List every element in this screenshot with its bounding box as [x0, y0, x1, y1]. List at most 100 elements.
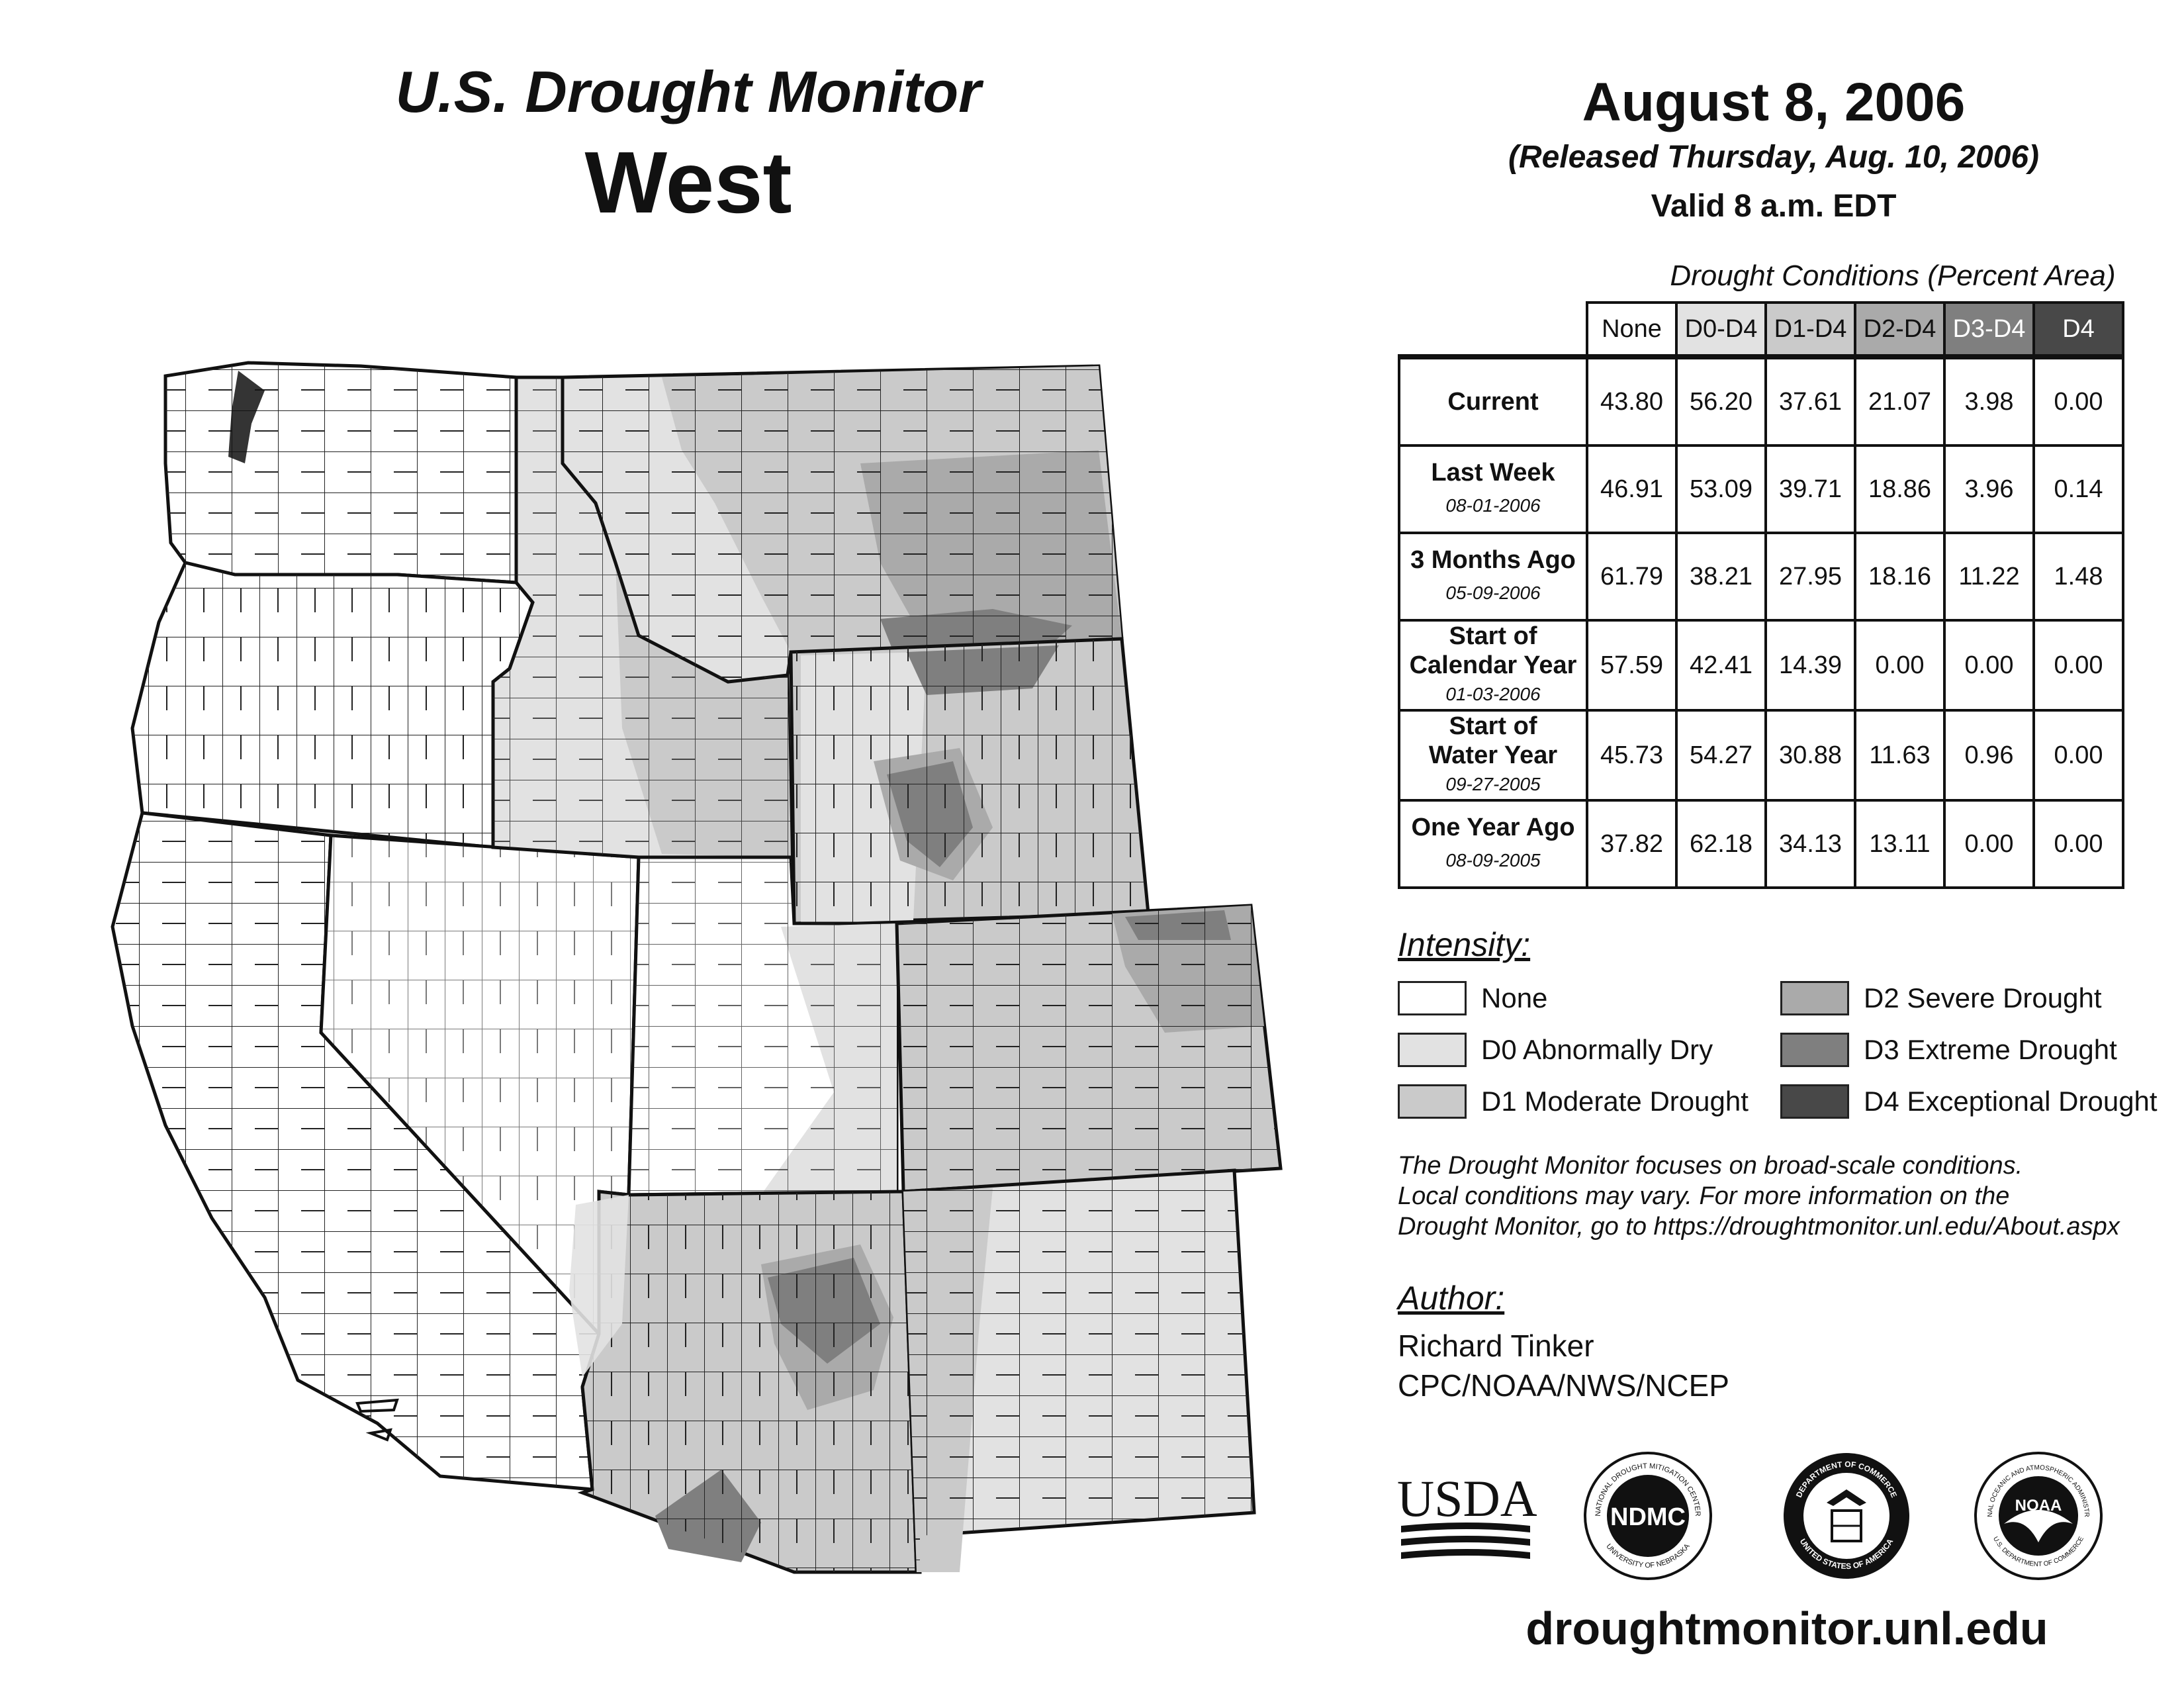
cell-value: 21.07 [1854, 355, 1946, 447]
col-header-d0-d4: D0-D4 [1675, 301, 1767, 359]
legend-item-d2: D2 Severe Drought [1780, 981, 2102, 1015]
state-washington [163, 361, 518, 585]
row-label-text: Start of [1449, 622, 1537, 650]
row-label-date: 08-01-2006 [1445, 495, 1541, 516]
row-label-text: One Year Ago [1411, 814, 1575, 841]
region-title: West [584, 134, 792, 231]
legend-swatch [1780, 1033, 1849, 1067]
note-line: Local conditions may vary. For more info… [1398, 1182, 2010, 1210]
cell-value: 62.18 [1675, 799, 1767, 889]
disclaimer-note: The Drought Monitor focuses on broad-sca… [1398, 1150, 2179, 1242]
cell-value: 0.14 [2032, 444, 2124, 534]
table-row: Last Week 08-01-2006 46.91 53.09 39.71 18… [1398, 444, 2124, 534]
cell-value: 37.61 [1764, 355, 1856, 447]
cell-value: 37.82 [1586, 799, 1678, 889]
cell-value: 43.80 [1586, 355, 1678, 447]
legend-label: None [1481, 982, 1548, 1013]
col-header-d3-d4: D3-D4 [1943, 301, 2035, 359]
cell-value: 61.79 [1586, 532, 1678, 622]
row-label-text: Last Week [1431, 459, 1555, 487]
cell-value: 1.48 [2032, 532, 2124, 622]
row-label-text: Current [1447, 388, 1539, 416]
state-utah [627, 855, 899, 1197]
legend-label: D2 Severe Drought [1864, 982, 2102, 1013]
cell-value: 0.96 [1943, 709, 2035, 802]
row-label: Start of Water Year 09-27-2005 [1398, 709, 1588, 802]
legend-swatch [1398, 1033, 1467, 1067]
cell-value: 0.00 [2032, 619, 2124, 712]
drought-conditions-table: None D0-D4 D1-D4 D2-D4 D3-D4 D4 Current … [1398, 301, 2124, 889]
cell-value: 18.86 [1854, 444, 1946, 534]
cell-value: 0.00 [2032, 709, 2124, 802]
table-row: One Year Ago 08-09-2005 37.82 62.18 34.13… [1398, 799, 2124, 889]
commerce-seal: DEPARTMENT OF COMMERCE UNITED STATES OF … [1784, 1453, 1909, 1579]
cell-value: 46.91 [1586, 444, 1678, 534]
cell-value: 11.22 [1943, 532, 2035, 622]
noaa-logo-text: NOAA [2015, 1497, 2062, 1515]
note-line: Drought Monitor, go to https://droughtmo… [1398, 1213, 2120, 1241]
row-label-text: Start of [1449, 712, 1537, 740]
drought-map [111, 361, 1283, 1574]
usda-logo: USDA [1398, 1470, 1537, 1559]
cell-value: 0.00 [2032, 355, 2124, 447]
cell-value: 14.39 [1764, 619, 1856, 712]
row-label-date: 01-03-2006 [1445, 684, 1541, 704]
state-wyoming [789, 637, 1150, 925]
release-date: (Released Thursday, Aug. 10, 2006) [1508, 140, 2040, 175]
col-header-d4: D4 [2032, 301, 2124, 359]
cell-value: 11.63 [1854, 709, 1946, 802]
legend-label: D3 Extreme Drought [1864, 1034, 2117, 1065]
author-title: Author: [1398, 1280, 1505, 1317]
legend-item-d1: D1 Moderate Drought [1398, 1084, 1749, 1119]
cell-value: 30.88 [1764, 709, 1856, 802]
state-nevada [319, 833, 641, 1338]
cell-value: 45.73 [1586, 709, 1678, 802]
legend-item-none: None [1398, 981, 1547, 1015]
table-row: Start of Calendar Year 01-03-2006 57.59 42… [1398, 619, 2124, 712]
row-label-date: 05-09-2006 [1445, 583, 1541, 603]
note-line: The Drought Monitor focuses on broad-sca… [1398, 1152, 2023, 1180]
ndmc-logo-text: NDMC [1610, 1503, 1686, 1531]
row-label: Last Week 08-01-2006 [1398, 444, 1588, 534]
legend-swatch [1398, 1084, 1467, 1119]
ndmc-logo: NATIONAL DROUGHT MITIGATION CENTER UNIVE… [1584, 1452, 1712, 1580]
state-new-mexico [901, 1168, 1256, 1574]
row-label-date: 08-09-2005 [1445, 850, 1541, 870]
cell-value: 3.98 [1943, 355, 2035, 447]
cell-value: 18.16 [1854, 532, 1946, 622]
table-header-row: None D0-D4 D1-D4 D2-D4 D3-D4 D4 [1399, 301, 2124, 359]
row-label-date: 09-27-2005 [1445, 774, 1541, 794]
legend-title: Intensity: [1398, 926, 1531, 963]
row-label: 3 Months Ago 05-09-2006 [1398, 532, 1588, 622]
cell-value: 3.96 [1943, 444, 2035, 534]
cell-value: 0.00 [1943, 799, 2035, 889]
table-row: Start of Water Year 09-27-2005 45.73 54.27… [1398, 709, 2124, 802]
author-org: CPC/NOAA/NWS/NCEP [1398, 1368, 1729, 1403]
cell-value: 27.95 [1764, 532, 1856, 622]
table-row: Current 43.80 56.20 37.61 21.07 3.98 0.0… [1398, 355, 2124, 447]
state-oregon [130, 561, 535, 849]
legend-item-d3: D3 Extreme Drought [1780, 1033, 2117, 1067]
cell-value: 56.20 [1675, 355, 1767, 447]
table-corner [1399, 303, 1587, 359]
state-colorado [895, 904, 1283, 1194]
cell-value: 34.13 [1764, 799, 1856, 889]
footer-url[interactable]: droughtmonitor.unl.edu [1525, 1603, 2048, 1654]
table-title: Drought Conditions (Percent Area) [1670, 259, 2116, 292]
map-date: August 8, 2006 [1582, 72, 1966, 132]
legend-label: D4 Exceptional Drought [1864, 1086, 2158, 1117]
row-label-text: 3 Months Ago [1410, 546, 1576, 574]
row-label-text-2: Calendar Year [1409, 651, 1577, 679]
state-montana [561, 364, 1124, 684]
legend-item-d0: D0 Abnormally Dry [1398, 1033, 1713, 1067]
legend-swatch [1398, 981, 1467, 1015]
legend-label: D0 Abnormally Dry [1481, 1034, 1713, 1065]
legend-label: D1 Moderate Drought [1481, 1086, 1749, 1117]
map-title: U.S. Drought Monitor [395, 59, 981, 124]
state-arizona [577, 1190, 919, 1574]
cell-value: 13.11 [1854, 799, 1946, 889]
row-label: Start of Calendar Year 01-03-2006 [1398, 619, 1588, 712]
col-header-none: None [1586, 301, 1678, 359]
legend-item-d4: D4 Exceptional Drought [1780, 1084, 2158, 1119]
row-label: One Year Ago 08-09-2005 [1398, 799, 1588, 889]
